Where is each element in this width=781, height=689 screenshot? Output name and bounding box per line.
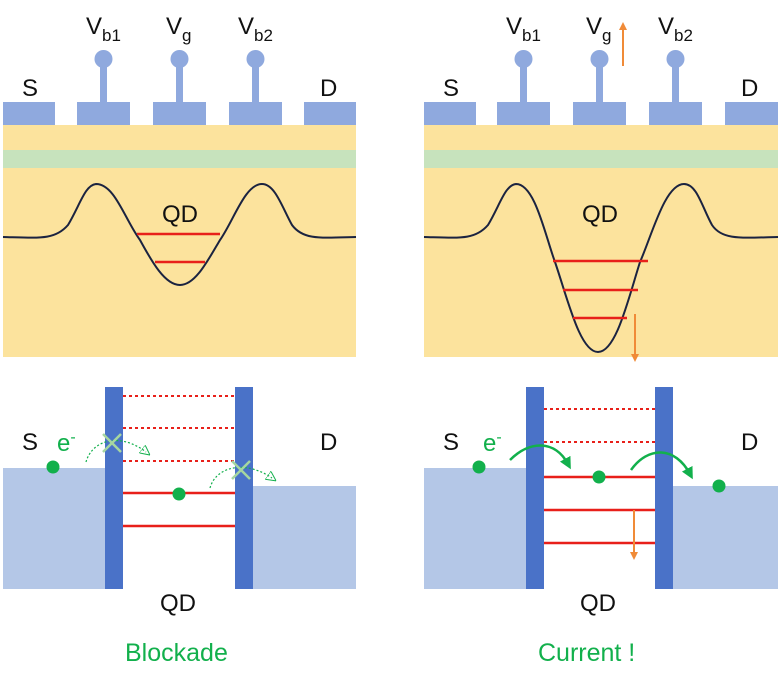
right-vg-electrode: [573, 102, 626, 125]
left-dot-electron: [172, 487, 186, 501]
left-band-source-label: S: [22, 429, 38, 456]
right-vg-main: V: [586, 13, 602, 40]
left-barrier-2: [235, 387, 253, 589]
left-vb2-pin: [246, 50, 265, 102]
right-source-electron: [472, 460, 486, 474]
left-vg-electrode: [153, 102, 206, 125]
left-vb1-main: V: [86, 13, 102, 40]
right-vb1-electrode: [497, 102, 550, 125]
left-vb2-label: Vb2: [238, 13, 273, 45]
right-drain-electrode: [725, 102, 778, 125]
left-cross-1-icon: [102, 433, 122, 453]
right-drain-label: D: [741, 75, 758, 102]
left-electron-main: e: [57, 430, 70, 457]
right-caption: Current !: [538, 639, 635, 667]
left-vg-pin: [170, 50, 189, 102]
left-vg-main: V: [166, 13, 182, 40]
right-drain-electron: [712, 479, 726, 493]
left-vb1-label: Vb1: [86, 13, 121, 45]
left-vb1-sub: b1: [102, 26, 121, 45]
right-source-electrode: [424, 102, 476, 125]
right-vb1-main: V: [506, 13, 522, 40]
right-potential-curve: [423, 182, 779, 354]
left-vg-sub: g: [182, 26, 191, 45]
left-drain-reservoir: [253, 486, 356, 589]
left-vb2-electrode: [229, 102, 282, 125]
right-device: S D Vb1 Vg Vb2 QD: [423, 13, 779, 362]
right-electron-label: e-: [483, 429, 502, 457]
right-band: S e- D QD Current !: [424, 387, 778, 667]
right-band-drain-label: D: [741, 429, 758, 456]
right-barrier-1: [526, 387, 544, 589]
left-vb2-sub: b2: [254, 26, 273, 45]
left-band-drain-label: D: [320, 429, 337, 456]
right-electron-main: e: [483, 430, 496, 457]
left-vb2-main: V: [238, 13, 254, 40]
right-vb2-electrode: [649, 102, 702, 125]
left-source-reservoir: [3, 468, 105, 589]
right-vb1-pin: [514, 50, 533, 102]
right-source-reservoir: [424, 468, 526, 589]
left-vg-label: Vg: [166, 13, 191, 45]
right-tunnel-arrow-1: [509, 444, 571, 470]
right-vb1-sub: b1: [522, 26, 541, 45]
left-electron-label: e-: [57, 429, 76, 457]
right-band-source-label: S: [443, 429, 459, 456]
right-vg-sub: g: [602, 26, 611, 45]
right-electron-sup: -: [496, 429, 501, 446]
left-vb1-electrode: [77, 102, 130, 125]
left-qd-top-label: QD: [162, 201, 198, 228]
right-qd-bottom-label: QD: [580, 590, 616, 617]
right-vb2-label: Vb2: [658, 13, 693, 45]
right-tunnel-arrow-2: [629, 451, 693, 480]
left-device: S D Vb1 Vg Vb2 QD: [2, 13, 357, 357]
left-electron-sup: -: [70, 429, 75, 446]
left-barrier-1: [105, 387, 123, 589]
right-drain-reservoir: [673, 486, 778, 589]
left-source-electron: [46, 460, 60, 474]
left-drain-label: D: [320, 75, 337, 102]
left-drain-electrode: [304, 102, 356, 125]
right-vg-pin: [590, 50, 609, 102]
left-2deg-layer: [3, 150, 356, 168]
left-cross-2-icon: [231, 460, 251, 480]
right-source-label: S: [443, 75, 459, 102]
right-vb1-label: Vb1: [506, 13, 541, 45]
right-2deg-layer: [424, 150, 778, 168]
left-source-label: S: [22, 75, 38, 102]
left-qd-bottom-label: QD: [160, 590, 196, 617]
right-vb2-main: V: [658, 13, 674, 40]
left-potential-curve: [2, 182, 357, 287]
left-band: S e- D QD Blockade: [3, 387, 356, 667]
right-vb2-sub: b2: [674, 26, 693, 45]
right-vg-label: Vg: [586, 13, 611, 45]
right-dot-electron: [592, 470, 606, 484]
left-caption: Blockade: [125, 639, 228, 667]
left-vb1-pin: [94, 50, 113, 102]
left-blocked-arrow-2: [209, 466, 272, 489]
right-barrier-2: [655, 387, 673, 589]
right-qd-top-label: QD: [582, 201, 618, 228]
right-vb2-pin: [666, 50, 685, 102]
left-source-electrode: [3, 102, 55, 125]
